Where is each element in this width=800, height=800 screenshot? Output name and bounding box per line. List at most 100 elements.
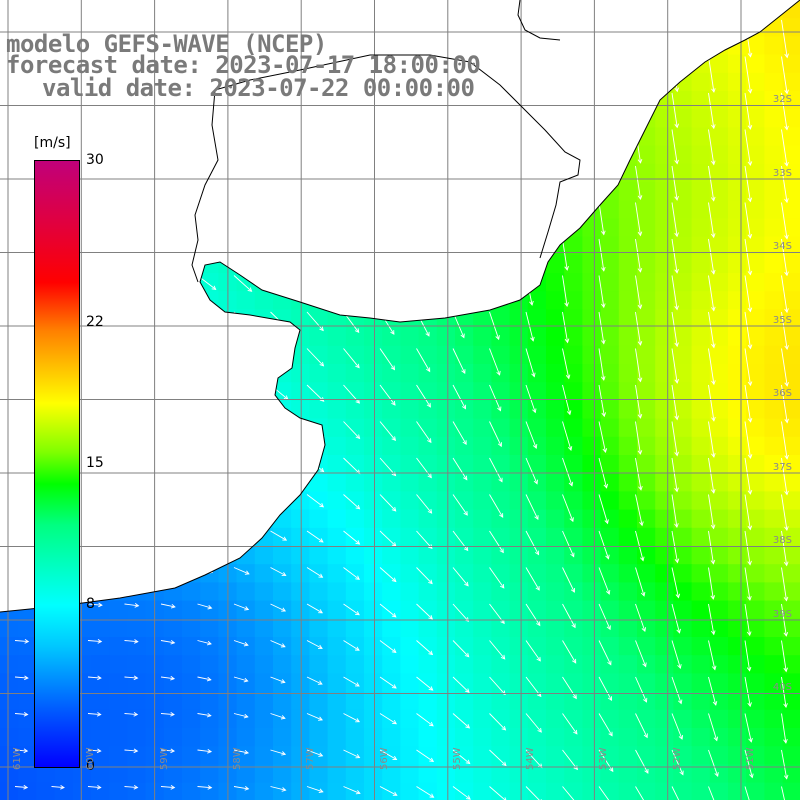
wind-cell bbox=[600, 364, 620, 383]
wind-arrow bbox=[379, 494, 397, 512]
wind-cell bbox=[309, 109, 329, 128]
wind-cell bbox=[436, 709, 456, 729]
wind-cell bbox=[163, 709, 183, 729]
wind-cell bbox=[564, 345, 583, 365]
wind-cell bbox=[473, 400, 492, 420]
wind-arrow bbox=[197, 712, 212, 718]
wind-arrow bbox=[343, 530, 361, 545]
wind-cell bbox=[746, 364, 765, 383]
wind-cell bbox=[564, 54, 583, 74]
wind-cell bbox=[109, 182, 128, 201]
wind-cell bbox=[364, 418, 383, 438]
wind-cell bbox=[91, 400, 110, 420]
wind-cell bbox=[546, 400, 565, 420]
wind-cell bbox=[582, 436, 602, 456]
wind-arrow bbox=[562, 129, 570, 163]
wind-cell bbox=[18, 691, 37, 711]
wind-arrow bbox=[379, 238, 394, 264]
wind-arrow bbox=[233, 129, 251, 151]
wind-arrow bbox=[598, 421, 608, 454]
wind-cell bbox=[782, 273, 800, 292]
wind-arrow bbox=[671, 786, 685, 800]
wind-cell bbox=[582, 546, 602, 565]
wind-cell bbox=[564, 746, 583, 765]
wind-cell bbox=[309, 0, 329, 19]
wind-arrow bbox=[416, 676, 434, 691]
wind-cell bbox=[309, 582, 329, 602]
wind-arrow bbox=[14, 456, 33, 462]
wind-arrow bbox=[270, 603, 287, 612]
wind-arrow bbox=[635, 92, 643, 128]
wind-arrow bbox=[14, 529, 32, 535]
wind-cell bbox=[546, 673, 565, 693]
wind-cell bbox=[764, 254, 784, 274]
wind-cell bbox=[746, 91, 765, 110]
forecast-date: forecast date: 2023-07-17 18:00:00 bbox=[6, 51, 481, 79]
wind-cell bbox=[127, 182, 147, 201]
wind-cell bbox=[473, 782, 492, 800]
wind-cell bbox=[691, 400, 711, 420]
wind-cell bbox=[764, 327, 784, 347]
wind-cell bbox=[382, 527, 401, 547]
wind-cell bbox=[273, 109, 292, 128]
wind-cell bbox=[509, 509, 529, 529]
wind-cell bbox=[345, 254, 365, 274]
wind-cell bbox=[436, 509, 456, 529]
wind-cell bbox=[345, 127, 365, 147]
wind-arrow bbox=[452, 530, 469, 552]
wind-cell bbox=[782, 182, 800, 201]
wind-cell bbox=[291, 527, 310, 547]
wind-cell bbox=[436, 273, 456, 292]
wind-cell bbox=[709, 455, 729, 474]
wind-cell bbox=[182, 618, 201, 638]
wind-cell bbox=[309, 182, 329, 201]
wind-arrow bbox=[708, 494, 716, 530]
wind-cell bbox=[564, 182, 583, 201]
wind-cell bbox=[109, 145, 128, 165]
wind-cell bbox=[182, 600, 201, 620]
wind-cell bbox=[709, 400, 729, 420]
wind-cell bbox=[728, 54, 747, 74]
wind-cell bbox=[764, 309, 784, 329]
wind-cell bbox=[655, 54, 674, 74]
wind-cell bbox=[327, 400, 347, 420]
wind-cell bbox=[418, 327, 438, 347]
wind-cell bbox=[582, 600, 602, 620]
wind-cell bbox=[400, 0, 420, 19]
wind-cell bbox=[764, 109, 784, 128]
wind-cell bbox=[345, 400, 365, 420]
wind-arrow bbox=[781, 165, 789, 204]
wind-cell bbox=[728, 509, 747, 529]
wind-cell bbox=[764, 400, 784, 420]
wind-cell bbox=[236, 564, 256, 583]
wind-cell bbox=[436, 527, 456, 547]
wind-cell bbox=[182, 509, 201, 529]
wind-cell bbox=[18, 91, 37, 110]
wind-arrow bbox=[781, 457, 789, 496]
wind-cell bbox=[473, 200, 492, 219]
wind-arrow bbox=[744, 384, 753, 423]
wind-cell bbox=[273, 655, 292, 674]
wind-cell bbox=[491, 600, 511, 620]
wind-cell bbox=[691, 546, 711, 565]
wind-cell bbox=[200, 400, 219, 420]
wind-cell bbox=[655, 582, 674, 602]
wind-cell bbox=[673, 127, 693, 147]
wind-cell bbox=[309, 491, 329, 511]
wind-cell bbox=[364, 200, 383, 219]
wind-cell bbox=[109, 618, 128, 638]
wind-cell bbox=[709, 236, 729, 256]
wind-arrow bbox=[525, 603, 541, 627]
wind-cell bbox=[600, 637, 620, 656]
wind-cell bbox=[200, 728, 219, 747]
wind-cell bbox=[91, 600, 110, 620]
wind-arrow bbox=[124, 421, 144, 429]
wind-arrow bbox=[87, 712, 102, 717]
wind-cell bbox=[746, 273, 765, 292]
wind-cell bbox=[655, 782, 674, 800]
wind-cell bbox=[655, 418, 674, 438]
wind-arrow bbox=[160, 384, 181, 395]
wind-cell bbox=[236, 127, 256, 147]
wind-cell bbox=[327, 728, 347, 747]
wind-cell bbox=[291, 655, 310, 674]
